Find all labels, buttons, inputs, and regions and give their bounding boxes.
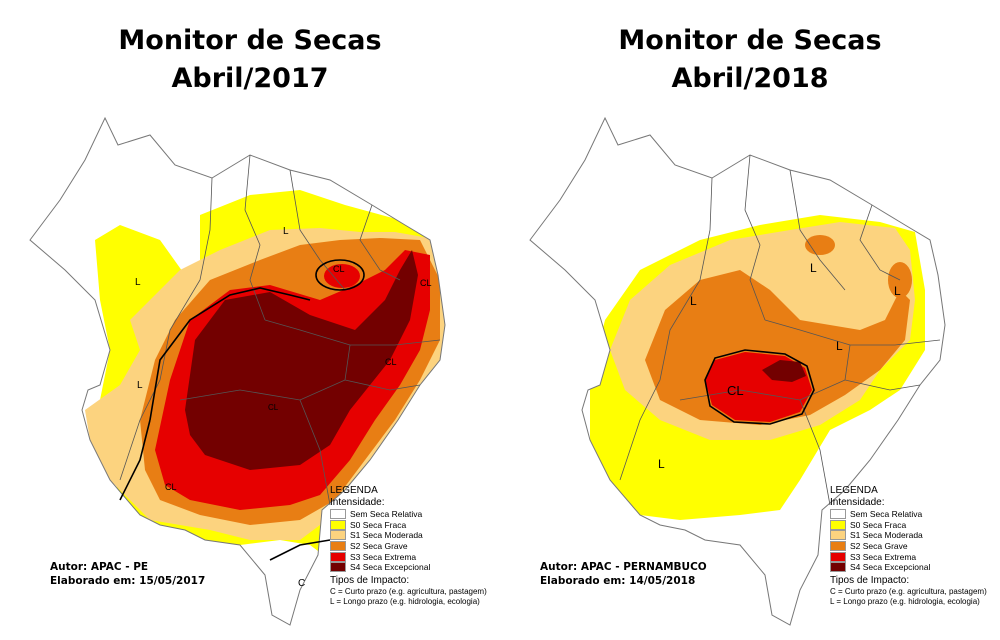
author-text: Autor: APAC - PE: [50, 561, 149, 573]
legend-item: S0 Seca Fraca: [830, 519, 1000, 531]
legend-swatch: [330, 562, 346, 573]
author-text: Autor: APAC - PERNAMBUCO: [540, 561, 707, 573]
date-text: Elaborado em: 14/05/2018: [540, 575, 696, 587]
legend-2018: LEGENDA Intensidade: Sem Seca Relativa S…: [830, 485, 1000, 607]
legend-swatch: [330, 541, 346, 552]
legend-swatch: [830, 562, 846, 573]
region-outline: [29, 116, 446, 626]
impact-label: L: [137, 380, 143, 391]
impact-label: CL: [333, 264, 345, 274]
map-title-2018: Monitor de Secas Abril/2018: [500, 22, 1000, 98]
title-line-1: Monitor de Secas: [618, 25, 882, 56]
impact-label: L: [283, 226, 289, 237]
impact-note-c: C = Curto prazo (e.g. agricultura, pasta…: [830, 586, 987, 596]
title-line-2: Abril/2017: [171, 63, 329, 94]
legend-item: S1 Seca Moderada: [330, 530, 500, 541]
legend-item: S2 Seca Grave: [330, 541, 500, 552]
legend-swatch: [830, 541, 846, 552]
impact-label: L: [658, 457, 665, 471]
impact-label: L: [135, 277, 141, 288]
legend-item: S2 Seca Grave: [830, 541, 1000, 552]
legend-swatch: [830, 530, 846, 541]
legend-item: S3 Seca Extrema: [330, 551, 500, 562]
s4-area: [762, 360, 806, 382]
intensity-title: Intensidade:: [330, 497, 385, 508]
impact-label: L: [894, 284, 901, 298]
state-borders: [619, 154, 941, 506]
legend-title: LEGENDA: [830, 485, 878, 496]
region-outline: [529, 116, 946, 626]
s2-pocket: [805, 235, 835, 255]
impact-label: L: [810, 261, 817, 275]
impact-label: CL: [165, 482, 177, 492]
drought-map-2017: L L L CL CL CL CL C CL: [29, 116, 446, 626]
date-text: Elaborado em: 15/05/2017: [50, 575, 206, 587]
map-panel-2018: Monitor de Secas Abril/2018: [500, 0, 1000, 640]
map-title-2017: Monitor de Secas Abril/2017: [0, 22, 500, 98]
legend-item: Sem Seca Relativa: [330, 509, 500, 520]
legend-swatch: [330, 530, 346, 541]
legend-item: S4 Seca Excepcional: [330, 562, 500, 573]
impact-label: C: [298, 578, 305, 589]
drought-map-2018: L L L L CL L: [529, 116, 946, 626]
legend-swatch: [830, 509, 846, 520]
impact-boundaries: [119, 259, 365, 561]
s4-area: [185, 250, 418, 470]
impact-title: Tipos de Impacto:: [830, 574, 910, 586]
legend-2017: LEGENDA Intensidade: Sem Seca Relativa S…: [330, 485, 500, 607]
impact-note-l: L = Longo prazo (e.g. hidrologia, ecolog…: [830, 596, 980, 606]
impact-label: CL: [385, 357, 397, 367]
impact-label: CL: [727, 383, 744, 398]
impact-note-l: L = Longo prazo (e.g. hidrologia, ecolog…: [330, 596, 480, 606]
legend-swatch: [830, 551, 846, 562]
title-line-1: Monitor de Secas: [118, 25, 382, 56]
legend-swatch: [330, 551, 346, 562]
author-block-2017: Autor: APAC - PE Elaborado em: 15/05/201…: [50, 560, 205, 588]
legend-title: LEGENDA: [330, 485, 378, 496]
legend-item: S4 Seca Excepcional: [830, 562, 1000, 573]
legend-item: S0 Seca Fraca: [330, 519, 500, 531]
map-panel-2017: Monitor de Secas Abril/2017: [0, 22, 500, 626]
intensity-title: Intensidade:: [830, 497, 885, 508]
legend-swatch: [330, 509, 346, 520]
title-line-2: Abril/2018: [671, 63, 829, 94]
state-borders: [119, 154, 441, 506]
legend-item: S3 Seca Extrema: [830, 551, 1000, 562]
author-block-2018: Autor: APAC - PERNAMBUCO Elaborado em: 1…: [540, 560, 707, 588]
impact-label: CL: [420, 278, 432, 288]
legend-swatch: [830, 519, 846, 530]
impact-label: L: [836, 339, 843, 353]
impact-note-c: C = Curto prazo (e.g. agricultura, pasta…: [330, 586, 487, 596]
impact-label: L: [690, 294, 697, 308]
legend-item: Sem Seca Relativa: [830, 509, 1000, 520]
legend-item: S1 Seca Moderada: [830, 530, 1000, 541]
impact-label: CL: [268, 403, 279, 412]
s3-pocket: [324, 264, 360, 288]
legend-swatch: [330, 519, 346, 530]
impact-title: Tipos de Impacto:: [330, 574, 410, 586]
impact-boundaries: [704, 349, 815, 425]
